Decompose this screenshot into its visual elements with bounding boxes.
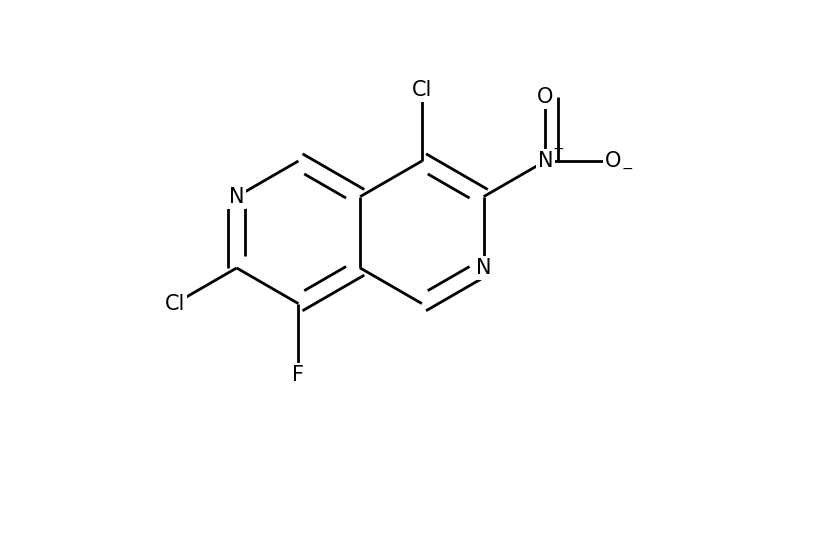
Text: O: O bbox=[605, 151, 621, 171]
Text: F: F bbox=[293, 365, 304, 385]
Text: Cl: Cl bbox=[165, 294, 185, 314]
Text: −: − bbox=[621, 162, 633, 176]
Text: N: N bbox=[538, 151, 553, 171]
Text: +: + bbox=[553, 142, 564, 157]
Text: O: O bbox=[538, 87, 553, 107]
Text: N: N bbox=[476, 258, 492, 278]
Text: N: N bbox=[229, 187, 244, 206]
Text: Cl: Cl bbox=[411, 79, 432, 100]
